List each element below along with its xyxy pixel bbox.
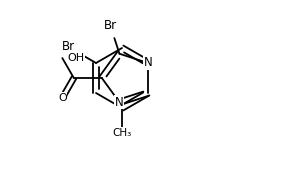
Text: OH: OH [67,53,84,63]
Text: Br: Br [104,19,117,32]
Text: O: O [58,93,67,103]
Text: N: N [115,96,124,109]
Text: CH₃: CH₃ [112,128,132,138]
Text: Br: Br [62,41,75,54]
Text: N: N [144,56,152,69]
